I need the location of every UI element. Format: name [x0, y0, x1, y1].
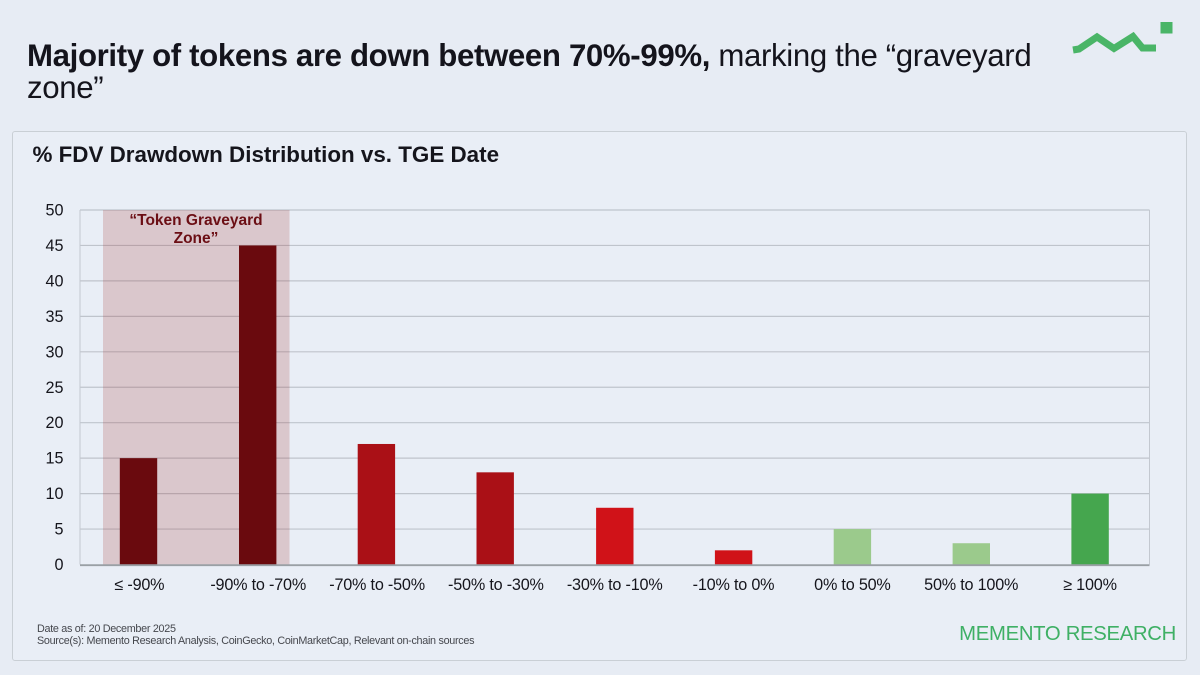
svg-text:5: 5: [54, 521, 63, 539]
svg-text:“Token Graveyard: “Token Graveyard: [129, 212, 262, 229]
svg-text:-30% to -10%: -30% to -10%: [567, 576, 663, 594]
svg-text:-70% to -50%: -70% to -50%: [329, 576, 425, 594]
svg-text:40: 40: [45, 272, 63, 290]
svg-text:-50% to -30%: -50% to -30%: [448, 576, 544, 594]
svg-text:50% to 100%: 50% to 100%: [924, 576, 1018, 594]
svg-text:Zone”: Zone”: [174, 230, 219, 247]
svg-text:35: 35: [45, 308, 63, 326]
svg-text:≥ 100%: ≥ 100%: [1063, 576, 1117, 594]
svg-text:10: 10: [45, 485, 63, 503]
svg-text:0: 0: [54, 556, 63, 574]
svg-text:30: 30: [45, 343, 63, 361]
svg-text:-10% to 0%: -10% to 0%: [693, 576, 775, 594]
svg-text:25: 25: [45, 379, 63, 397]
svg-text:≤ -90%: ≤ -90%: [114, 576, 164, 594]
svg-text:0% to 50%: 0% to 50%: [814, 576, 891, 594]
svg-text:-90% to -70%: -90% to -70%: [210, 576, 306, 594]
svg-text:20: 20: [45, 414, 63, 432]
svg-text:50: 50: [45, 202, 63, 220]
svg-text:45: 45: [45, 237, 63, 255]
svg-text:15: 15: [45, 450, 63, 468]
